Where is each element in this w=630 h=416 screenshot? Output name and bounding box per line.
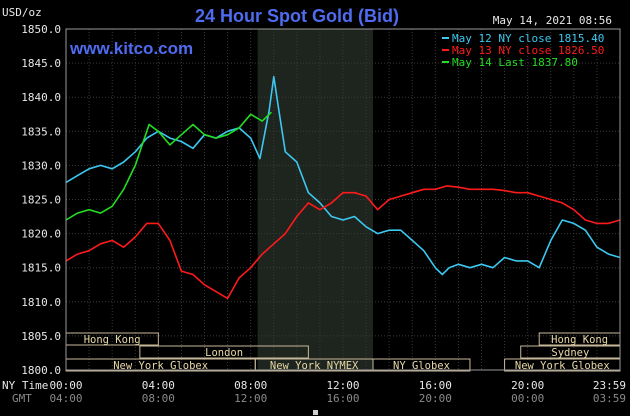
- y-axis-unit: USD/oz: [2, 6, 42, 19]
- x-tick-sublabel: 12:00: [234, 392, 267, 405]
- y-tick-label: 1825.0: [21, 194, 61, 207]
- x-tick-sublabel: 08:00: [142, 392, 175, 405]
- legend-label: May 14 Last 1837.80: [452, 56, 578, 69]
- session-label: New York Globex: [113, 360, 208, 372]
- session-label: New York NYMEX: [270, 360, 359, 372]
- x-tick-sublabel: 00:00: [511, 392, 544, 405]
- x-tick-label: 16:00: [419, 379, 452, 392]
- x-axis-row-label-main: NY Time: [2, 379, 48, 392]
- y-tick-label: 1835.0: [21, 125, 61, 138]
- x-tick-label: 12:00: [326, 379, 359, 392]
- session-label: Sydney: [551, 347, 589, 359]
- x-tick-sublabel: 20:00: [419, 392, 452, 405]
- chart-title: 24 Hour Spot Gold (Bid): [195, 6, 399, 26]
- series-line: [65, 75, 621, 276]
- session-label: Hong Kong: [84, 334, 141, 346]
- x-tick-label: 23:59: [593, 379, 626, 392]
- legend-label: May 13 NY close 1826.50: [452, 44, 604, 57]
- session-box: [372, 358, 471, 372]
- y-tick-label: 1845.0: [21, 57, 61, 70]
- session-box: [139, 345, 309, 359]
- y-tick-label: 1840.0: [21, 91, 61, 104]
- x-tick-label: 08:00: [234, 379, 267, 392]
- x-tick-label: 04:00: [142, 379, 175, 392]
- y-tick-label: 1820.0: [21, 228, 61, 241]
- y-tick-label: 1800.0: [21, 364, 61, 377]
- session-label: NY Globex: [393, 360, 450, 372]
- x-tick-label: 00:00: [49, 379, 82, 392]
- y-tick-label: 1850.0: [21, 23, 61, 36]
- x-axis-row-label-sub: GMT: [12, 392, 32, 405]
- y-tick-label: 1830.0: [21, 159, 61, 172]
- x-tick-sublabel: 03:59: [593, 392, 626, 405]
- session-label: Hong Kong: [551, 334, 608, 346]
- x-tick-sublabel: 16:00: [326, 392, 359, 405]
- y-tick-label: 1805.0: [21, 330, 61, 343]
- y-tick-label: 1810.0: [21, 296, 61, 309]
- scroll-marker[interactable]: [313, 410, 318, 415]
- legend-label: May 12 NY close 1815.40: [452, 32, 604, 45]
- series-line: [65, 185, 621, 300]
- session-label: London: [205, 347, 243, 359]
- plot-frame: [65, 28, 621, 371]
- session-label: New York Globex: [515, 360, 610, 372]
- x-tick-label: 20:00: [511, 379, 544, 392]
- x-tick-sublabel: 04:00: [49, 392, 82, 405]
- y-tick-label: 1815.0: [21, 262, 61, 275]
- timestamp: May 14, 2021 08:56: [493, 14, 612, 27]
- brand-link[interactable]: www.kitco.com: [69, 39, 193, 58]
- series-line: [65, 111, 272, 221]
